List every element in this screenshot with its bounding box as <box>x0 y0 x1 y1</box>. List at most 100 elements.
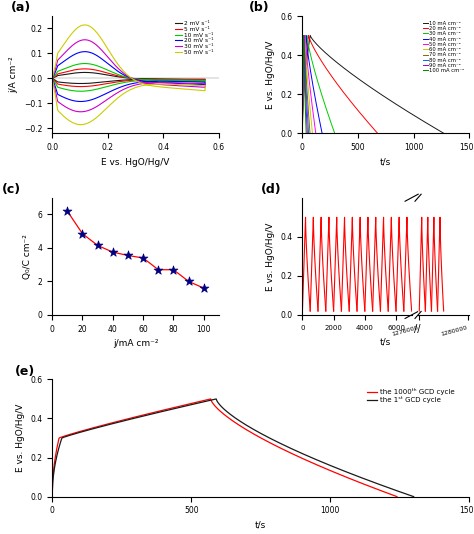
the 1000ᵗʰ GCD cycle <box>166 405 172 412</box>
70 mA cm⁻² <box>301 33 307 39</box>
30 mA cm⁻² <box>311 65 317 71</box>
5 mV s⁻¹ <box>49 75 55 82</box>
50 mV s⁻¹ <box>78 121 83 128</box>
Point <box>139 254 147 262</box>
the 1000ᵗʰ GCD cycle <box>322 465 328 472</box>
80 mA cm⁻² <box>302 65 308 71</box>
30 mV s⁻¹ <box>82 36 88 43</box>
Point <box>155 265 162 274</box>
Text: //: // <box>414 324 420 334</box>
30 mA cm⁻² <box>330 125 336 132</box>
10 mA cm⁻² <box>304 59 310 66</box>
5 mV s⁻¹ <box>81 66 86 72</box>
70 mA cm⁻² <box>307 125 312 132</box>
70 mA cm⁻² <box>303 64 309 70</box>
50 mA cm⁻² <box>300 130 305 137</box>
5 mV s⁻¹ <box>78 83 83 90</box>
2 mV s⁻¹ <box>78 80 83 87</box>
20 mV s⁻¹ <box>111 87 117 93</box>
50 mV s⁻¹ <box>111 98 117 105</box>
Text: (d): (d) <box>261 183 282 196</box>
50 mV s⁻¹ <box>173 85 179 92</box>
100 mA cm⁻² <box>300 130 305 137</box>
30 mA cm⁻² <box>325 110 331 116</box>
60 mA cm⁻² <box>300 130 305 137</box>
20 mV s⁻¹ <box>173 80 179 87</box>
50 mV s⁻¹ <box>184 86 190 92</box>
100 mA cm⁻² <box>300 59 306 66</box>
80 mA cm⁻² <box>302 64 308 70</box>
10 mA cm⁻² <box>304 53 310 59</box>
100 mA cm⁻² <box>303 130 309 137</box>
Point <box>185 277 192 286</box>
40 mA cm⁻² <box>319 130 325 137</box>
Line: 70 mA cm⁻²: 70 mA cm⁻² <box>302 36 310 134</box>
Point <box>170 265 177 274</box>
40 mA cm⁻² <box>300 130 305 137</box>
60 mA cm⁻² <box>302 33 308 39</box>
X-axis label: j/mA cm⁻²: j/mA cm⁻² <box>113 339 158 348</box>
the 1ˢᵗ GCD cycle <box>411 493 417 500</box>
Y-axis label: Q₀/C cm⁻²: Q₀/C cm⁻² <box>23 234 32 279</box>
40 mA cm⁻² <box>319 125 324 132</box>
Line: 2 mV s⁻¹: 2 mV s⁻¹ <box>52 73 205 83</box>
70 mA cm⁻² <box>307 130 313 137</box>
100 mA cm⁻² <box>301 64 307 70</box>
Point <box>64 207 71 215</box>
10 mV s⁻¹ <box>117 80 122 87</box>
the 1ˢᵗ GCD cycle <box>335 465 340 472</box>
Legend: 2 mV s⁻¹, 5 mV s⁻¹, 10 mV s⁻¹, 20 mV s⁻¹, 30 mV s⁻¹, 50 mV s⁻¹: 2 mV s⁻¹, 5 mV s⁻¹, 10 mV s⁻¹, 20 mV s⁻¹… <box>173 19 216 57</box>
Line: 90 mA cm⁻²: 90 mA cm⁻² <box>302 36 307 134</box>
10 mV s⁻¹ <box>49 75 55 82</box>
50 mV s⁻¹ <box>49 75 55 82</box>
the 1000ᵗʰ GCD cycle <box>208 396 213 402</box>
10 mV s⁻¹ <box>78 88 83 95</box>
10 mA cm⁻² <box>441 130 447 137</box>
30 mV s⁻¹ <box>49 75 55 82</box>
Text: (a): (a) <box>10 1 31 14</box>
20 mA cm⁻² <box>371 125 376 132</box>
the 1000ᵗʰ GCD cycle <box>140 412 146 418</box>
30 mA cm⁻² <box>302 59 308 66</box>
2 mV s⁻¹ <box>145 76 151 82</box>
70 mA cm⁻² <box>306 110 311 116</box>
10 mA cm⁻² <box>300 130 305 137</box>
5 mV s⁻¹ <box>145 76 151 83</box>
10 mV s⁻¹ <box>81 60 86 67</box>
50 mA cm⁻² <box>312 125 318 132</box>
5 mV s⁻¹ <box>49 75 55 82</box>
Point <box>124 251 132 260</box>
5 mV s⁻¹ <box>82 66 88 72</box>
Line: 60 mA cm⁻²: 60 mA cm⁻² <box>302 36 312 134</box>
the 1ˢᵗ GCD cycle <box>157 409 163 415</box>
the 1ˢᵗ GCD cycle <box>171 406 176 412</box>
100 mA cm⁻² <box>301 33 306 39</box>
X-axis label: t/s: t/s <box>255 521 266 530</box>
2 mV s⁻¹ <box>49 75 55 82</box>
5 mV s⁻¹ <box>173 77 179 83</box>
40 mA cm⁻² <box>315 110 321 116</box>
Line: 30 mV s⁻¹: 30 mV s⁻¹ <box>52 40 205 112</box>
70 mA cm⁻² <box>301 53 306 59</box>
50 mV s⁻¹ <box>49 75 55 82</box>
50 mA cm⁻² <box>305 65 310 71</box>
30 mV s⁻¹ <box>117 89 122 95</box>
80 mA cm⁻² <box>301 59 306 66</box>
30 mA cm⁻² <box>304 33 310 39</box>
80 mA cm⁻² <box>306 130 311 137</box>
70 mA cm⁻² <box>300 130 305 137</box>
10 mV s⁻¹ <box>49 75 55 82</box>
80 mA cm⁻² <box>301 53 306 59</box>
10 mV s⁻¹ <box>82 60 88 67</box>
90 mA cm⁻² <box>304 125 310 132</box>
Line: 80 mA cm⁻²: 80 mA cm⁻² <box>302 36 309 134</box>
X-axis label: E vs. HgO/Hg/V: E vs. HgO/Hg/V <box>101 158 170 167</box>
10 mV s⁻¹ <box>145 77 151 83</box>
20 mA cm⁻² <box>374 130 380 137</box>
10 mV s⁻¹ <box>184 78 190 84</box>
10 mV s⁻¹ <box>111 82 117 88</box>
100 mA cm⁻² <box>303 125 309 132</box>
Text: (e): (e) <box>15 365 35 378</box>
Point <box>109 248 117 256</box>
30 mV s⁻¹ <box>111 92 117 98</box>
